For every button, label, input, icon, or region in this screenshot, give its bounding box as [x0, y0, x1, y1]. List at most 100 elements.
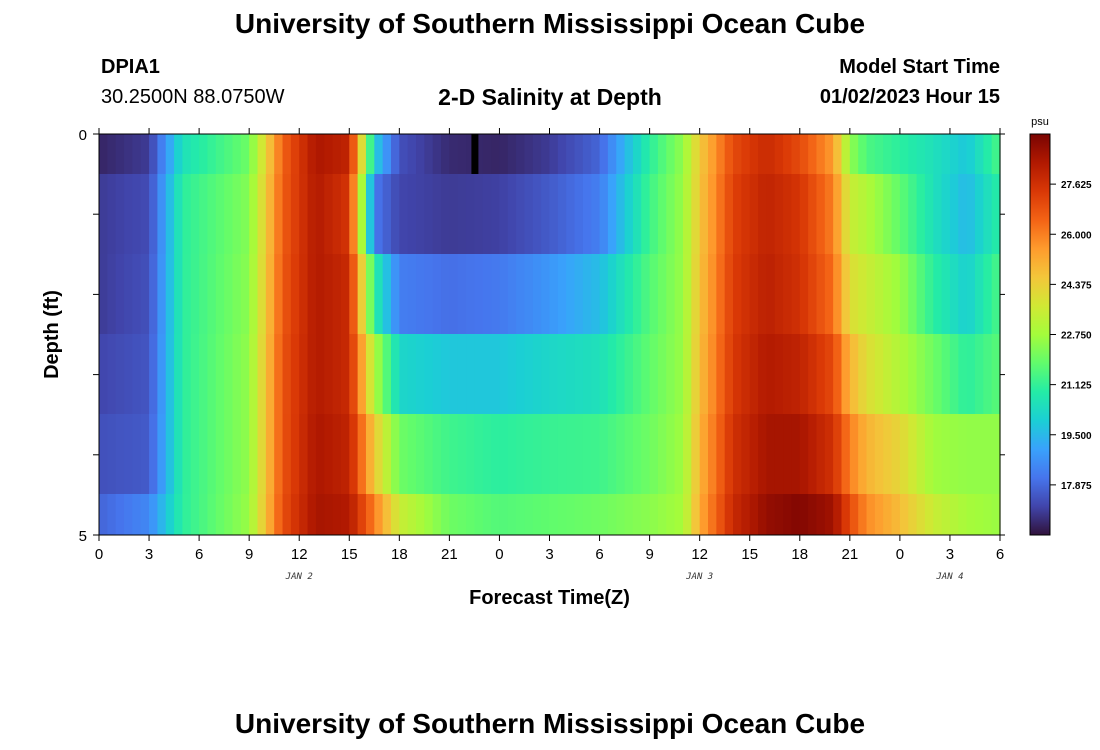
heatmap-cell — [916, 334, 926, 414]
heatmap-cell — [733, 334, 742, 414]
heatmap-cell — [799, 334, 809, 414]
heatmap-cell — [549, 174, 559, 254]
heatmap-cell — [908, 254, 918, 334]
heatmap-cell — [132, 414, 142, 494]
heatmap-cell — [466, 134, 476, 174]
heatmap-cell — [824, 414, 834, 494]
heatmap-cell — [624, 494, 634, 535]
heatmap-cell — [716, 334, 726, 414]
heatmap-cell — [991, 134, 1001, 174]
current-time-marker-layer — [471, 134, 479, 174]
heatmap-cell — [591, 494, 601, 535]
heatmap-cell — [349, 134, 359, 174]
heatmap-cell — [466, 414, 476, 494]
heatmap-cell — [874, 134, 884, 174]
heatmap-cell — [307, 334, 317, 414]
heatmap-cell — [708, 494, 717, 535]
heatmap-cell — [682, 174, 692, 254]
heatmap-cell — [140, 174, 150, 254]
heatmap-cell — [357, 174, 367, 254]
heatmap-cell — [833, 174, 843, 254]
heatmap-cell — [833, 254, 843, 334]
heatmap-cell — [224, 134, 234, 174]
heatmap-cell — [641, 334, 651, 414]
heatmap-cell — [249, 134, 259, 174]
heatmap-cell — [758, 494, 767, 535]
heatmap-cell — [808, 134, 818, 174]
x-tick-label: 0 — [95, 546, 103, 563]
x-tick-label: 15 — [741, 546, 758, 563]
heatmap-cell — [991, 494, 1001, 535]
heatmap-cell — [107, 254, 117, 334]
heatmap-cell — [616, 134, 626, 174]
heatmap-cell — [666, 254, 676, 334]
heatmap-cell — [257, 254, 267, 334]
heatmap-cell — [282, 334, 292, 414]
heatmap-cell — [407, 494, 417, 535]
heatmap-cell — [332, 134, 342, 174]
heatmap-cell — [874, 254, 884, 334]
heatmap-cell — [699, 414, 709, 494]
heatmap-cell — [916, 174, 926, 254]
heatmap-cell — [599, 334, 609, 414]
heatmap-cell — [257, 174, 267, 254]
heatmap-cell — [958, 134, 968, 174]
heatmap-cell — [274, 174, 284, 254]
heatmap-cell — [582, 414, 592, 494]
heatmap-cell — [624, 254, 634, 334]
heatmap-cell — [566, 174, 576, 254]
heatmap-cell — [474, 134, 484, 174]
heatmap-cell — [240, 134, 250, 174]
heatmap-cell — [549, 254, 559, 334]
heatmap-cell — [657, 254, 667, 334]
heatmap-cell — [924, 414, 934, 494]
heatmap-cell — [849, 334, 859, 414]
heatmap-cell — [516, 494, 526, 535]
x-tick-label: 0 — [896, 546, 904, 563]
heatmap-cell — [516, 334, 526, 414]
heatmap-cells — [99, 134, 1001, 535]
heatmap-cell — [149, 414, 158, 494]
heatmap-cell — [649, 134, 659, 174]
heatmap-cell — [449, 334, 459, 414]
heatmap-cell — [991, 414, 1001, 494]
heatmap-cell — [741, 334, 751, 414]
heatmap-cell — [774, 494, 784, 535]
heatmap-cell — [541, 334, 551, 414]
heatmap-cell — [674, 494, 684, 535]
x-tick-label: 3 — [145, 546, 153, 563]
heatmap-cell — [624, 334, 634, 414]
heatmap-cell — [199, 494, 209, 535]
heatmap-cell — [424, 174, 434, 254]
heatmap-cell — [315, 334, 325, 414]
heatmap-cell — [207, 134, 217, 174]
heatmap-cell — [290, 174, 300, 254]
heatmap-cell — [466, 174, 476, 254]
heatmap-cell — [149, 174, 158, 254]
heatmap-cell — [949, 334, 959, 414]
heatmap-cell — [574, 334, 584, 414]
heatmap-cell — [708, 334, 717, 414]
heatmap-cell — [232, 334, 242, 414]
heatmap-cell — [407, 254, 417, 334]
heatmap-cell — [791, 254, 801, 334]
heatmap-cell — [641, 494, 651, 535]
heatmap-cell — [808, 414, 818, 494]
heatmap-cell — [340, 494, 350, 535]
heatmap-cell — [682, 334, 692, 414]
heatmap-cell — [716, 414, 726, 494]
heatmap-cell — [716, 134, 726, 174]
heatmap-cell — [265, 254, 275, 334]
heatmap-cell — [482, 334, 492, 414]
heatmap-cell — [282, 254, 292, 334]
heatmap-cell — [499, 134, 509, 174]
heatmap-cell — [315, 254, 325, 334]
heatmap-cell — [382, 494, 392, 535]
heatmap-cell — [290, 254, 300, 334]
heatmap-cell — [966, 174, 976, 254]
heatmap-cell — [566, 134, 576, 174]
heatmap-cell — [340, 174, 350, 254]
heatmap-cell — [866, 334, 876, 414]
heatmap-cell — [908, 134, 918, 174]
heatmap-cell — [407, 414, 417, 494]
